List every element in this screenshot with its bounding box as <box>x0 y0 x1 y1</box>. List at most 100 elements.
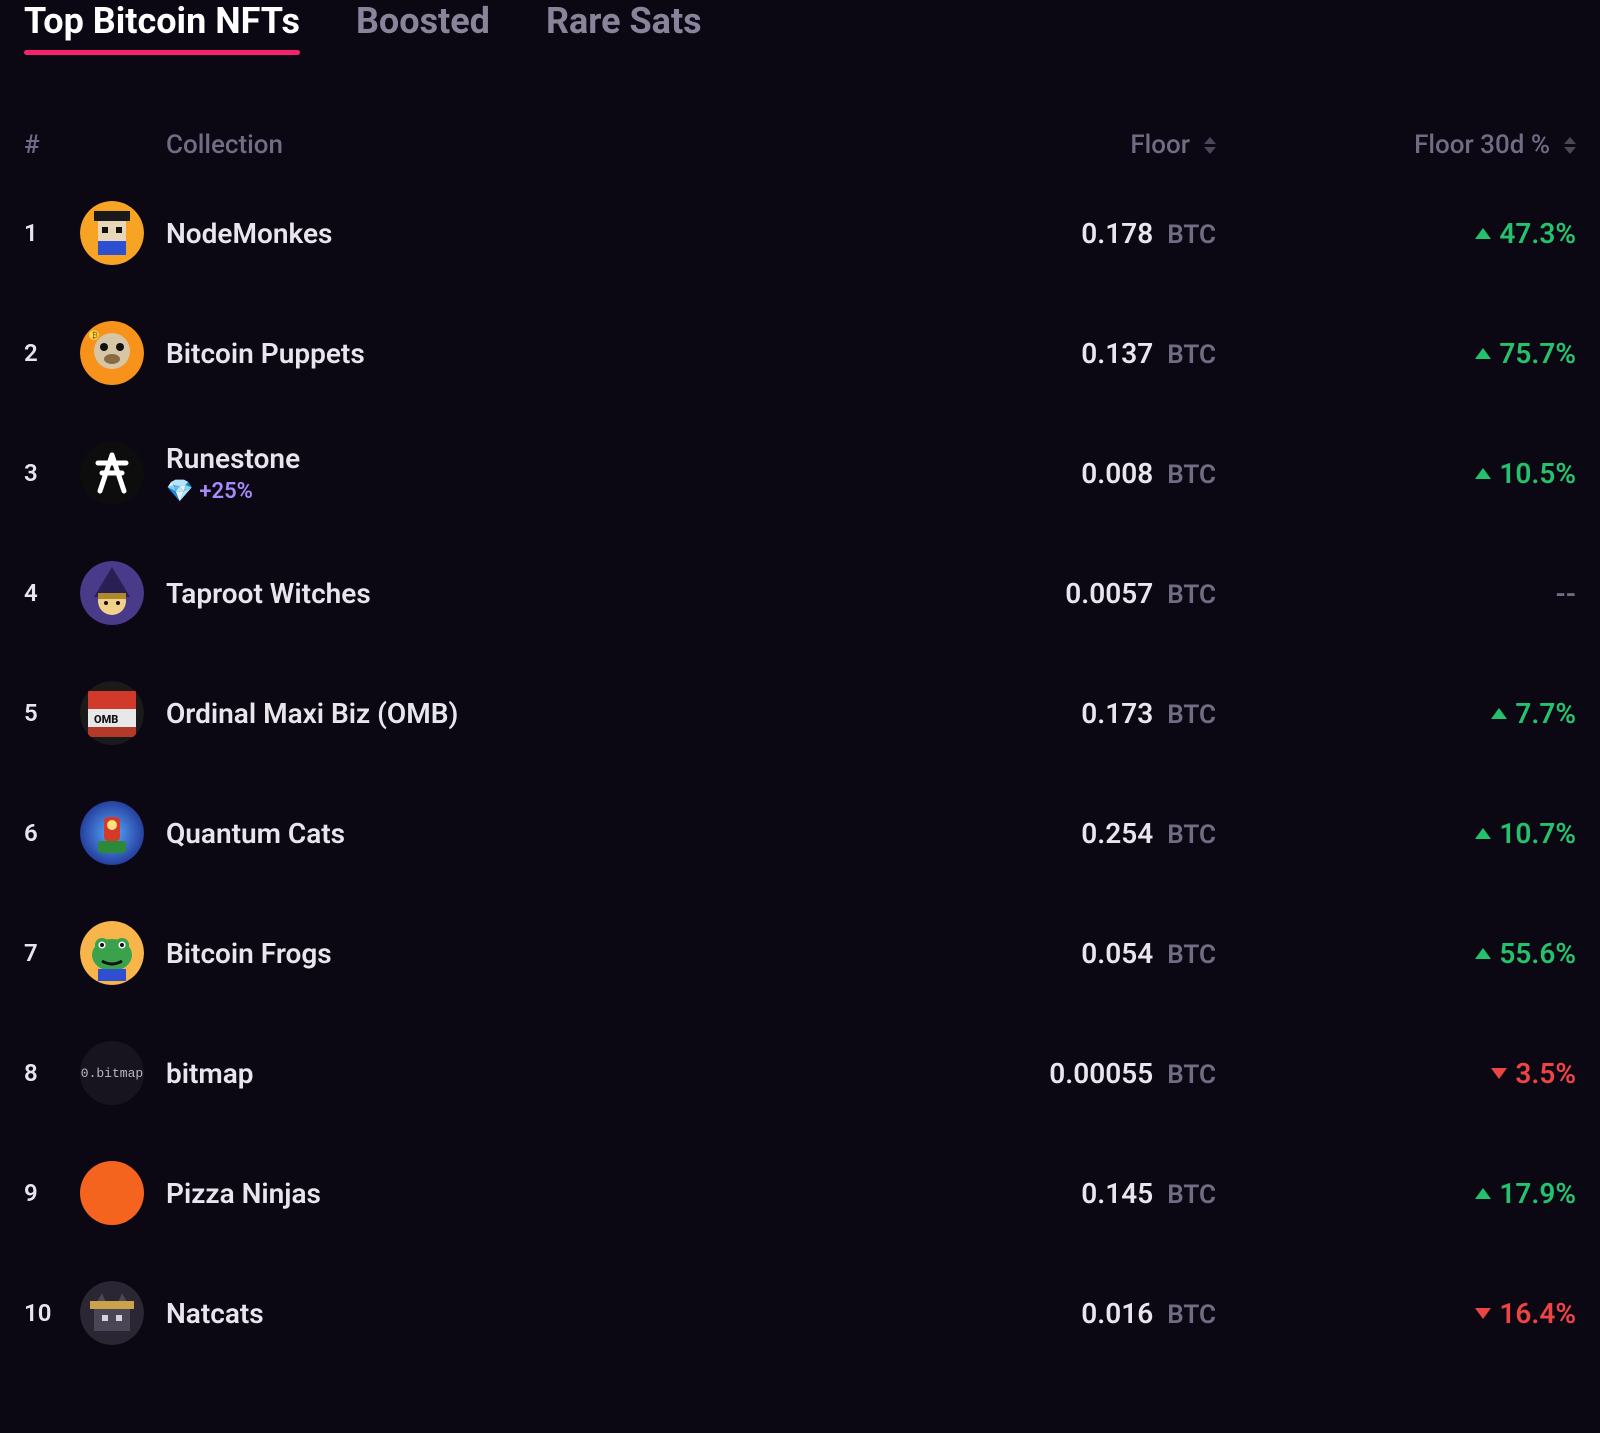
col-rank[interactable]: # <box>24 130 80 160</box>
table-row[interactable]: 3 Runestone 💎+25% 0.008 BTC 10.5% <box>24 413 1576 533</box>
table-row[interactable]: 7 Bitcoin Frogs 0.054 BTC 55.6% <box>24 893 1576 1013</box>
floor-unit: BTC <box>1167 820 1216 850</box>
col-collection[interactable]: Collection <box>166 130 956 160</box>
floor-change: 16.4% <box>1216 1297 1576 1330</box>
collection-name: Ordinal Maxi Biz (OMB) <box>166 697 956 730</box>
floor-change: 3.5% <box>1216 1057 1576 1090</box>
collection-avatar <box>80 1161 166 1225</box>
collection-name: NodeMonkes <box>166 217 956 250</box>
floor-unit: BTC <box>1167 340 1216 370</box>
triangle-up-icon <box>1475 468 1491 479</box>
table-header: # Collection Floor Floor 30d % <box>24 117 1576 173</box>
change-value: 10.7% <box>1499 817 1576 850</box>
col-floor-30d-label: Floor 30d % <box>1414 130 1550 160</box>
svg-text:OMB: OMB <box>94 713 118 726</box>
col-floor-30d[interactable]: Floor 30d % <box>1216 130 1576 160</box>
floor-unit: BTC <box>1167 940 1216 970</box>
table-row[interactable]: 2 ₿ Bitcoin Puppets 0.137 BTC 75.7% <box>24 293 1576 413</box>
floor-unit: BTC <box>1167 1300 1216 1330</box>
floor-value: 0.00055 <box>1049 1057 1153 1090</box>
table-row[interactable]: 4 Taproot Witches 0.0057 BTC -- <box>24 533 1576 653</box>
triangle-up-icon <box>1475 948 1491 959</box>
floor-value: 0.145 <box>1081 1177 1153 1210</box>
floor-cell: 0.254 BTC <box>956 817 1216 850</box>
collection-cell: bitmap <box>166 1057 956 1090</box>
diamond-icon: 💎 <box>166 479 193 504</box>
collection-name: Quantum Cats <box>166 817 956 850</box>
floor-change: 47.3% <box>1216 217 1576 250</box>
collection-cell: Pizza Ninjas <box>166 1177 956 1210</box>
collection-avatar <box>80 441 166 505</box>
collection-avatar <box>80 561 166 625</box>
rank: 10 <box>24 1299 80 1327</box>
floor-cell: 0.016 BTC <box>956 1297 1216 1330</box>
rank: 7 <box>24 939 80 967</box>
floor-value: 0.0057 <box>1065 577 1153 610</box>
rank: 4 <box>24 579 80 607</box>
collection-cell: Runestone 💎+25% <box>166 442 956 504</box>
triangle-up-icon <box>1475 228 1491 239</box>
rank: 6 <box>24 819 80 847</box>
floor-value: 0.016 <box>1081 1297 1153 1330</box>
change-value: 3.5% <box>1515 1057 1576 1090</box>
tab-top-bitcoin-nfts[interactable]: Top Bitcoin NFTs <box>24 0 300 55</box>
floor-value: 0.054 <box>1081 937 1153 970</box>
col-floor[interactable]: Floor <box>956 130 1216 160</box>
boost-badge: 💎+25% <box>166 479 956 504</box>
triangle-up-icon <box>1475 828 1491 839</box>
floor-unit: BTC <box>1167 580 1216 610</box>
table-row[interactable]: 5 OMB Ordinal Maxi Biz (OMB) 0.173 BTC 7… <box>24 653 1576 773</box>
collection-name: Taproot Witches <box>166 577 956 610</box>
change-value: 55.6% <box>1499 937 1576 970</box>
floor-value: 0.008 <box>1081 457 1153 490</box>
svg-text:₿: ₿ <box>92 331 98 340</box>
triangle-down-icon <box>1491 1068 1507 1079</box>
floor-unit: BTC <box>1167 1060 1216 1090</box>
collection-cell: NodeMonkes <box>166 217 956 250</box>
triangle-up-icon <box>1475 348 1491 359</box>
rank: 8 <box>24 1059 80 1087</box>
floor-cell: 0.054 BTC <box>956 937 1216 970</box>
collection-avatar: ₿ <box>80 321 166 385</box>
collection-cell: Bitcoin Puppets <box>166 337 956 370</box>
collection-name: bitmap <box>166 1057 956 1090</box>
floor-change: 17.9% <box>1216 1177 1576 1210</box>
floor-value: 0.173 <box>1081 697 1153 730</box>
collection-avatar: 0.bitmap <box>80 1041 166 1105</box>
floor-cell: 0.178 BTC <box>956 217 1216 250</box>
table-row[interactable]: 8 0.bitmap bitmap 0.00055 BTC 3.5% <box>24 1013 1576 1133</box>
collection-avatar: OMB <box>80 681 166 745</box>
floor-value: 0.137 <box>1081 337 1153 370</box>
tab-rare-sats[interactable]: Rare Sats <box>546 0 702 55</box>
collection-cell: Bitcoin Frogs <box>166 937 956 970</box>
tab-boosted[interactable]: Boosted <box>356 0 490 55</box>
floor-change: 7.7% <box>1216 697 1576 730</box>
nft-table: # Collection Floor Floor 30d % 1 NodeMon… <box>24 117 1576 1373</box>
triangle-up-icon <box>1475 1188 1491 1199</box>
sort-icon <box>1204 137 1216 154</box>
table-row[interactable]: 10 Natcats 0.016 BTC 16.4% <box>24 1253 1576 1373</box>
collection-name: Bitcoin Frogs <box>166 937 956 970</box>
rank: 5 <box>24 699 80 727</box>
rank: 1 <box>24 219 80 247</box>
floor-cell: 0.0057 BTC <box>956 577 1216 610</box>
table-row[interactable]: 9 Pizza Ninjas 0.145 BTC 17.9% <box>24 1133 1576 1253</box>
floor-unit: BTC <box>1167 700 1216 730</box>
rank: 3 <box>24 459 80 487</box>
collection-cell: Natcats <box>166 1297 956 1330</box>
change-value: 75.7% <box>1499 337 1576 370</box>
floor-change: 10.5% <box>1216 457 1576 490</box>
col-floor-label: Floor <box>1130 130 1190 160</box>
floor-cell: 0.00055 BTC <box>956 1057 1216 1090</box>
triangle-up-icon <box>1491 708 1507 719</box>
rank: 2 <box>24 339 80 367</box>
collection-avatar <box>80 1281 166 1345</box>
table-row[interactable]: 1 NodeMonkes 0.178 BTC 47.3% <box>24 173 1576 293</box>
table-row[interactable]: 6 Quantum Cats 0.254 BTC 10.7% <box>24 773 1576 893</box>
boost-value: +25% <box>199 479 252 504</box>
collection-avatar <box>80 201 166 265</box>
floor-change: 10.7% <box>1216 817 1576 850</box>
change-value: 10.5% <box>1499 457 1576 490</box>
change-value: 17.9% <box>1499 1177 1576 1210</box>
change-value: -- <box>1555 577 1576 610</box>
